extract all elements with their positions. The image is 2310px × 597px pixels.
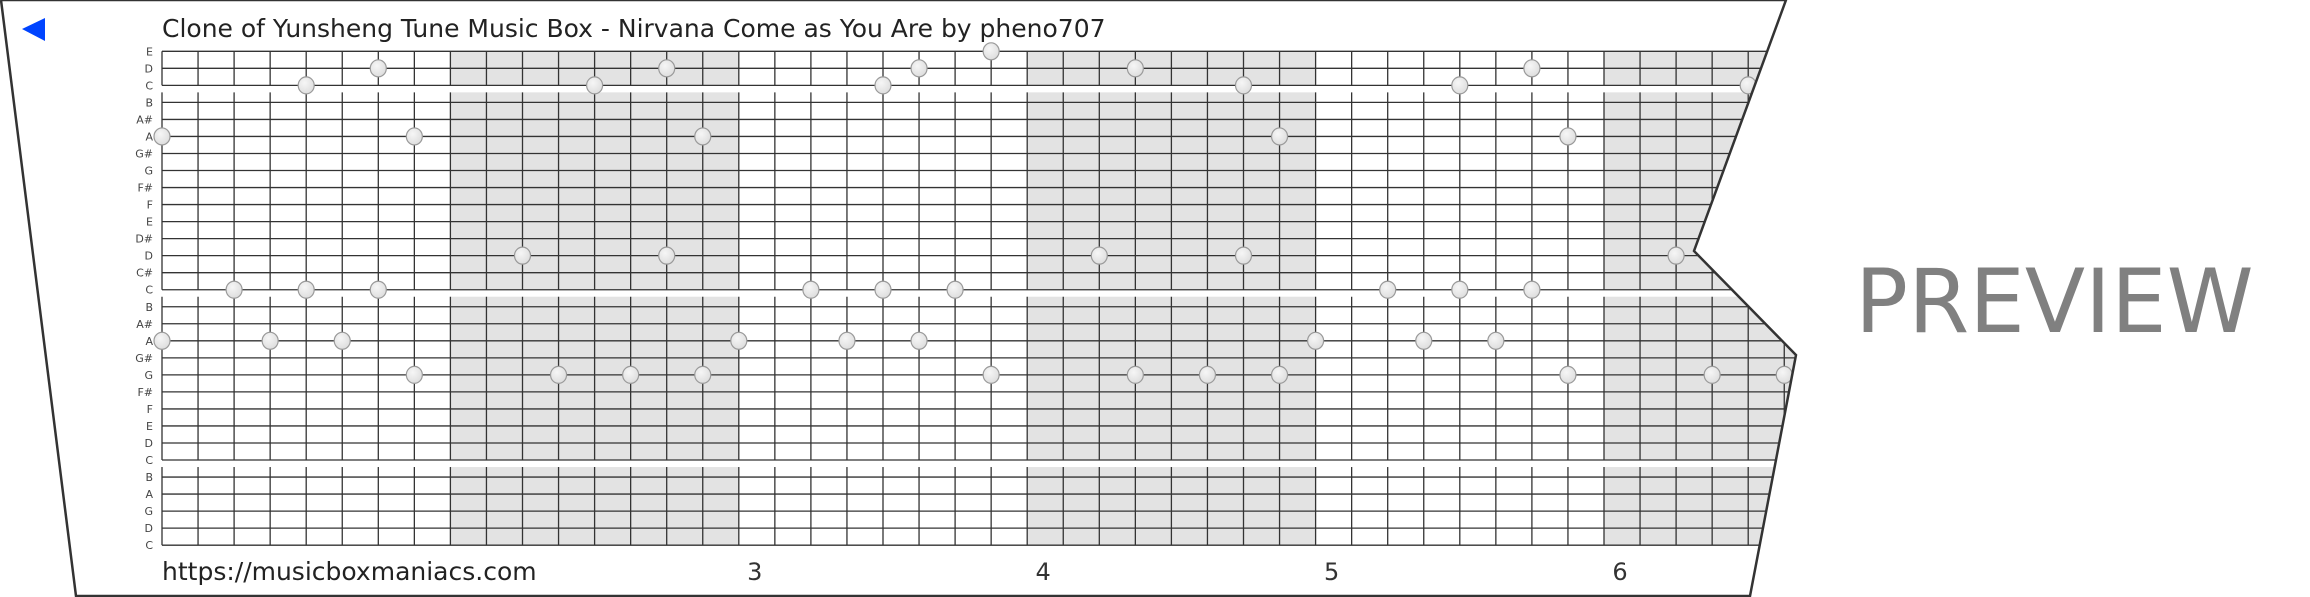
note-hole[interactable] bbox=[1451, 280, 1469, 299]
note-hole[interactable] bbox=[297, 280, 315, 299]
row-label: F# bbox=[137, 182, 153, 195]
note-hole[interactable] bbox=[369, 59, 387, 78]
row-label: C bbox=[145, 79, 153, 92]
row-label: G# bbox=[135, 147, 153, 160]
row-label: G bbox=[144, 165, 153, 178]
note-hole[interactable] bbox=[1270, 365, 1289, 384]
note-hole[interactable] bbox=[405, 127, 423, 146]
measure-number: 6 bbox=[1612, 558, 1627, 586]
shaded-measure bbox=[1604, 92, 1796, 290]
note-hole[interactable] bbox=[1703, 365, 1721, 384]
row-label: A bbox=[145, 130, 153, 143]
row-label: F bbox=[147, 403, 153, 416]
row-label: C bbox=[145, 284, 153, 297]
row-label: D bbox=[145, 250, 153, 263]
note-hole[interactable] bbox=[1126, 59, 1144, 78]
note-hole[interactable] bbox=[838, 331, 856, 350]
row-label: C bbox=[145, 454, 153, 467]
preview-watermark: PREVIEW bbox=[1855, 250, 2254, 353]
note-hole[interactable] bbox=[1523, 280, 1541, 299]
note-hole[interactable] bbox=[694, 127, 712, 146]
note-hole[interactable] bbox=[910, 331, 928, 350]
page-title: Clone of Yunsheng Tune Music Box - Nirva… bbox=[162, 14, 1106, 43]
note-hole[interactable] bbox=[225, 280, 243, 299]
note-hole[interactable] bbox=[369, 280, 387, 299]
note-hole[interactable] bbox=[1306, 331, 1325, 350]
measure-number: 5 bbox=[1324, 558, 1339, 586]
note-hole[interactable] bbox=[549, 365, 568, 384]
note-hole[interactable] bbox=[585, 76, 604, 95]
site-url-link[interactable]: https://musicboxmaniacs.com bbox=[162, 557, 537, 586]
note-hole[interactable] bbox=[874, 280, 892, 299]
note-hole[interactable] bbox=[1379, 280, 1397, 299]
note-hole[interactable] bbox=[1559, 365, 1577, 384]
note-hole[interactable] bbox=[1667, 246, 1685, 265]
note-hole[interactable] bbox=[1487, 331, 1505, 350]
note-hole[interactable] bbox=[910, 59, 928, 78]
note-hole[interactable] bbox=[982, 42, 1000, 61]
note-hole[interactable] bbox=[1451, 76, 1469, 95]
note-hole[interactable] bbox=[153, 127, 171, 146]
row-label: A bbox=[145, 335, 153, 348]
note-hole[interactable] bbox=[658, 59, 676, 78]
note-hole[interactable] bbox=[982, 365, 1000, 384]
note-hole[interactable] bbox=[1523, 59, 1541, 78]
note-hole[interactable] bbox=[622, 365, 640, 384]
note-hole[interactable] bbox=[874, 76, 892, 95]
note-hole[interactable] bbox=[1270, 127, 1289, 146]
note-grid bbox=[161, 50, 1796, 546]
note-hole[interactable] bbox=[730, 331, 748, 350]
row-label: C bbox=[145, 539, 153, 552]
note-hole[interactable] bbox=[405, 365, 423, 384]
row-label: G bbox=[144, 369, 153, 382]
row-label: E bbox=[146, 45, 153, 58]
note-hole[interactable] bbox=[802, 280, 820, 299]
row-label: B bbox=[145, 471, 153, 484]
note-hole[interactable] bbox=[946, 280, 964, 299]
row-label: G# bbox=[135, 352, 153, 365]
note-hole[interactable] bbox=[694, 365, 712, 384]
row-label: A# bbox=[136, 113, 153, 126]
row-label: B bbox=[145, 96, 153, 109]
row-label: E bbox=[146, 216, 153, 229]
row-label: F# bbox=[137, 386, 153, 399]
note-hole[interactable] bbox=[513, 246, 532, 265]
note-hole[interactable] bbox=[1234, 246, 1253, 265]
row-label: E bbox=[146, 420, 153, 433]
row-label: G bbox=[144, 505, 153, 518]
note-hole[interactable] bbox=[1090, 246, 1108, 265]
row-label: D# bbox=[135, 233, 153, 246]
note-hole[interactable] bbox=[1126, 365, 1144, 384]
note-hole[interactable] bbox=[297, 76, 315, 95]
measure-numbers: 3 4 5 6 bbox=[747, 558, 1627, 586]
paper-outline bbox=[0, 0, 1798, 597]
measure-number: 4 bbox=[1036, 558, 1051, 586]
row-label: A# bbox=[136, 318, 153, 331]
note-hole[interactable] bbox=[1415, 331, 1433, 350]
row-label: B bbox=[145, 301, 153, 314]
back-arrow-icon[interactable] bbox=[22, 18, 45, 41]
notes bbox=[153, 42, 1793, 384]
note-hole[interactable] bbox=[658, 246, 676, 265]
note-hole[interactable] bbox=[1198, 365, 1217, 384]
measure-number: 3 bbox=[747, 558, 762, 586]
note-hole[interactable] bbox=[1234, 76, 1253, 95]
row-label: F bbox=[147, 199, 153, 212]
row-label: A bbox=[145, 488, 153, 501]
row-label: D bbox=[145, 62, 153, 75]
note-hole[interactable] bbox=[1559, 127, 1577, 146]
row-label: D bbox=[145, 437, 153, 450]
row-label: C# bbox=[136, 267, 153, 280]
note-hole[interactable] bbox=[261, 331, 279, 350]
note-hole[interactable] bbox=[333, 331, 351, 350]
row-label: D bbox=[145, 522, 153, 535]
note-hole[interactable] bbox=[153, 331, 171, 350]
